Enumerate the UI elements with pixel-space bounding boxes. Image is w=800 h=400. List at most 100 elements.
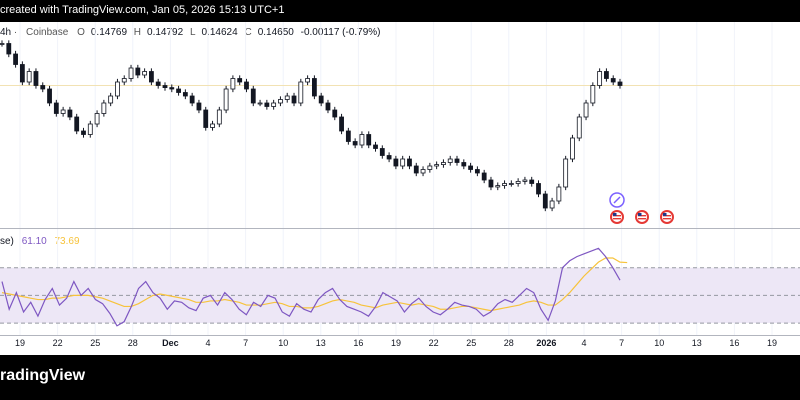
candle [393, 158, 399, 167]
candle [570, 137, 575, 160]
candle [339, 116, 344, 132]
candle [617, 81, 623, 86]
candle [610, 78, 616, 83]
candle [162, 85, 168, 88]
candle [515, 180, 521, 184]
candle [332, 109, 338, 118]
candle [298, 81, 304, 104]
ohlc-open: 0.14769 [90, 27, 128, 38]
candle [373, 144, 378, 149]
brand-logo: radingView [0, 367, 86, 384]
price-pane [0, 40, 800, 212]
flag-canton [613, 213, 617, 216]
rsi-pane [0, 247, 800, 327]
x-tick-label: 19 [391, 338, 401, 348]
candle [67, 109, 73, 118]
x-tick-label: 10 [654, 338, 664, 348]
candle [169, 87, 175, 90]
flag-canton [663, 213, 667, 216]
candle [121, 78, 127, 83]
candle [305, 78, 311, 83]
candle [420, 169, 426, 174]
rsi-ma-value: 73.69 [54, 236, 80, 247]
chart-area[interactable]: 19 22 25 28 Dec 4 7 10 13 16 19 22 25 28 2026 4 7 10 13 16 1… [0, 0, 800, 355]
flag-stripe [663, 215, 671, 217]
flag-stripe [613, 218, 621, 220]
x-tick-label: 13 [316, 338, 326, 348]
candle [47, 88, 52, 104]
candle [413, 165, 419, 174]
ohlc-low: 0.14624 [201, 27, 238, 38]
candle [495, 185, 501, 188]
candle [502, 183, 507, 186]
candle [434, 164, 440, 167]
exchange: Coinbase [26, 27, 69, 38]
flag-stripe [613, 215, 621, 217]
flag-stripe [663, 218, 671, 220]
candle [87, 123, 93, 135]
rsi-label: se) [0, 236, 14, 247]
candle [379, 148, 385, 156]
candle [407, 158, 412, 167]
flag-canton [638, 213, 642, 216]
x-tick-label: 22 [53, 338, 63, 348]
split-icon-slash [613, 196, 621, 204]
candle [576, 116, 582, 139]
candle [318, 95, 324, 104]
x-tick-label: 16 [353, 338, 363, 348]
event-icons [609, 192, 674, 224]
candle [522, 179, 528, 182]
candle [454, 158, 460, 163]
rsi-ma-line [1, 257, 628, 312]
flag-stripe [638, 215, 646, 217]
candle [94, 113, 100, 125]
x-tick-label: 4 [581, 338, 586, 348]
candle [271, 102, 277, 107]
ohlc-close: 0.14650 [257, 27, 294, 38]
candle [488, 179, 494, 188]
x-tick-label: 2026 [536, 338, 556, 348]
candle [386, 155, 392, 160]
candle [203, 109, 209, 128]
candle [6, 43, 12, 55]
candle [366, 134, 372, 146]
candle [155, 81, 161, 86]
x-tick-label: Dec [162, 338, 179, 348]
rsi-value: 61.10 [21, 236, 47, 247]
candle [556, 186, 562, 202]
top-bar: created with TradingView.com, Jan 05, 20… [0, 0, 800, 22]
candle [278, 99, 283, 104]
candle [108, 95, 114, 104]
timeframe: 4h [0, 27, 12, 38]
candle [291, 95, 297, 104]
candle [529, 179, 535, 184]
ohlc-change: -0.00117 (-0.79%) [300, 27, 381, 38]
candle [590, 85, 596, 104]
candle [33, 71, 39, 86]
rsi-legend: se) 61.10 73.69 [0, 236, 80, 247]
candle [311, 78, 317, 97]
candle [542, 193, 548, 209]
x-tick-label: 19 [767, 338, 777, 348]
candle [115, 81, 120, 97]
candle [189, 95, 195, 104]
candle [481, 172, 487, 181]
footer-bar: radingView [0, 355, 800, 400]
candle [461, 162, 467, 167]
candle [352, 141, 358, 146]
x-tick-label: 7 [243, 338, 248, 348]
candle [176, 88, 181, 93]
x-tick-label: 22 [429, 338, 439, 348]
x-tick-label: 7 [619, 338, 624, 348]
candle [400, 158, 406, 167]
x-axis: 19 22 25 28 Dec 4 7 10 13 16 19 22 25 28 2026 4 7 10 13 16 1… [15, 338, 777, 348]
x-tick-label: 19 [15, 338, 25, 348]
chart-title: created with TradingView.com, Jan 05, 20… [0, 4, 285, 16]
candle [210, 123, 215, 128]
candle [135, 67, 141, 76]
x-tick-label: 4 [205, 338, 210, 348]
candle [196, 102, 202, 111]
candle [284, 95, 290, 100]
candle [250, 88, 256, 104]
candle [26, 71, 32, 83]
